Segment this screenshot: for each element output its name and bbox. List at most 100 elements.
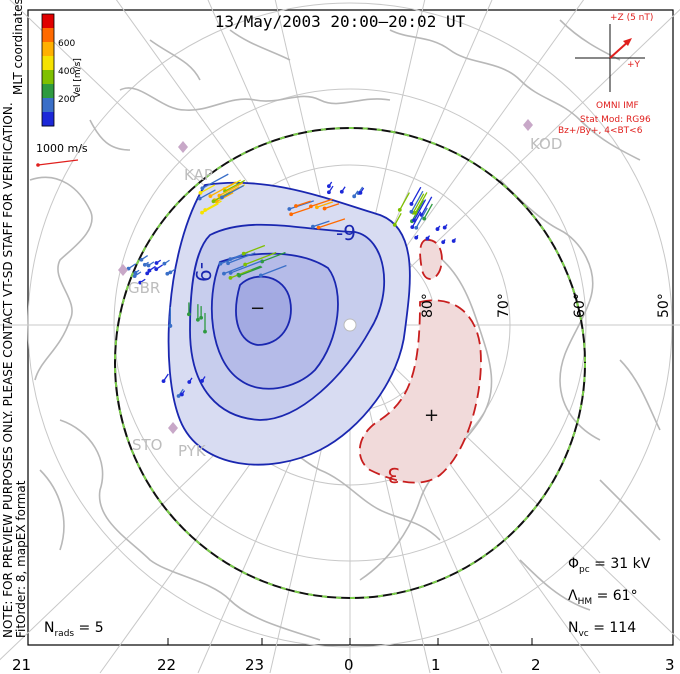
velocity-vector [223, 265, 244, 275]
velocity-vector-origin [327, 184, 331, 189]
velocity-vector [220, 253, 247, 265]
velocity-vector-origin [241, 251, 246, 256]
velocity-vector-origin [287, 207, 292, 211]
velocity-vector-origin [414, 235, 419, 240]
velocity-vector [316, 201, 334, 208]
velocity-vector [415, 207, 428, 229]
latitude-label-50: 50° [656, 293, 672, 318]
pyk-station-marker [168, 422, 178, 434]
color-scale-step [42, 14, 54, 29]
velocity-vector-origin [311, 224, 315, 229]
velocity-vector-origin [442, 225, 447, 230]
velocity-vector-origin [358, 190, 363, 195]
velocity-vector-origin [218, 261, 223, 266]
velocity-vector [423, 203, 433, 219]
latitude-label-60: 60° [572, 293, 588, 318]
velocity-vector-origin [200, 379, 204, 383]
velocity-vector-origin [195, 317, 200, 322]
velocity-vector-origin [176, 394, 181, 398]
cross-polar-potential: Φpc = 31 kV [568, 556, 651, 575]
velocity-vector [221, 184, 245, 199]
velocity-vector-origin [165, 271, 170, 276]
velocity-color-scale [41, 13, 55, 127]
velocity-vector [411, 200, 425, 222]
velocity-vector [201, 173, 229, 189]
station-label-kap: KAP [184, 166, 213, 184]
velocity-vector-origin [203, 208, 208, 212]
velocity-vector [410, 186, 422, 205]
velocity-vector [413, 199, 427, 221]
velocity-vector-origin [133, 270, 138, 275]
imf-z-label: +Z (5 nT) [610, 13, 653, 23]
velocity-vector [421, 196, 433, 216]
vector-count: Nvc = 114 [568, 620, 636, 639]
meridian-line [349, 324, 601, 674]
kod-station-marker [523, 119, 533, 131]
velocity-scale-label: Vel [m/s] [73, 58, 83, 98]
mlt-label-3: 3 [665, 656, 675, 674]
hmb-boundary-dash [114, 127, 586, 599]
color-scale-step [42, 84, 54, 99]
velocity-vector-origin [220, 195, 224, 200]
velocity-vector-origin [162, 261, 167, 266]
plot-title: 13/May/2003 20:00–20:02 UT [215, 12, 466, 31]
velocity-vector-origin [126, 266, 131, 271]
mlt-label-0: 0 [344, 656, 354, 674]
velocity-vector [412, 193, 425, 214]
radar-count: Nrads = 5 [44, 620, 104, 639]
velocity-vector-origin [199, 315, 204, 320]
velocity-vector-origin [413, 211, 418, 215]
velocity-vector [310, 198, 333, 207]
velocity-vector [394, 213, 402, 226]
reference-vector-label: 1000 m/s [36, 142, 88, 155]
velocity-vector-origin [425, 236, 430, 241]
velocity-vector-origin [409, 202, 414, 206]
velocity-vector-origin [392, 223, 397, 227]
velocity-vector [227, 252, 256, 264]
velocity-vector-origin [451, 239, 456, 243]
velocity-vector [210, 181, 237, 197]
velocity-vector-origin [228, 275, 233, 280]
velocity-vector-origin [179, 392, 184, 397]
velocity-vector-origin [142, 262, 147, 267]
mlt-ticks [27, 638, 674, 645]
velocity-vector-origin [435, 227, 440, 231]
velocity-vector-origin [203, 329, 207, 334]
station-label-kod: KOD [530, 135, 562, 153]
velocity-vector [230, 260, 262, 274]
velocity-vector-origin [412, 218, 416, 223]
velocity-tick-400: 400 [58, 67, 75, 77]
velocity-vector-origin [198, 190, 203, 195]
contour-label-positive: 3 [387, 463, 400, 487]
color-scale-step [42, 42, 54, 57]
velocity-vector-origin [260, 259, 265, 264]
color-scale-step [42, 112, 54, 127]
imf-source: OMNI IMF [596, 101, 639, 111]
station-markers [118, 119, 533, 434]
color-scale-step [42, 56, 54, 71]
velocity-vector-origin [146, 263, 151, 268]
kap-station-marker [178, 141, 188, 153]
velocity-vector [219, 182, 244, 197]
velocity-vector [290, 207, 311, 215]
imf-arrowhead [623, 38, 632, 46]
mlt-label-23: 23 [245, 656, 264, 674]
velocity-vector [199, 189, 216, 200]
velocity-vector [204, 200, 222, 211]
velocity-tick-600: 600 [58, 39, 75, 49]
velocity-vector-origin [339, 189, 344, 194]
velocity-vector-origin [138, 280, 143, 285]
station-label-pyk: PYK [178, 442, 207, 460]
mlt-label-21: 21 [12, 656, 31, 674]
velocity-vector [324, 203, 340, 210]
velocity-vector [261, 251, 286, 263]
velocity-vector-origin [315, 205, 319, 210]
imf-stat-mod: Stat Mod: RG96 [580, 115, 651, 125]
velocity-vector-origin [352, 194, 357, 199]
velocity-vector [224, 179, 246, 192]
gbr-station-marker [118, 264, 128, 276]
velocity-vector [399, 192, 410, 211]
velocity-vector-origin [222, 271, 226, 276]
velocity-vector-origin [132, 274, 137, 278]
velocity-tick-200: 200 [58, 95, 75, 105]
